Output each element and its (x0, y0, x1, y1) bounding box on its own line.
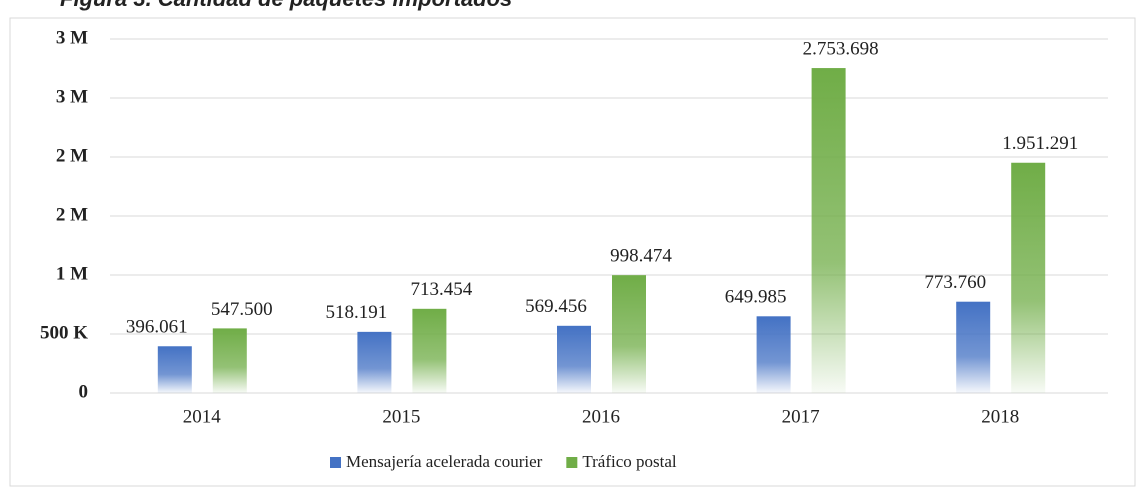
y-tick-label: 500 K (40, 322, 88, 343)
bar (557, 325, 591, 393)
legend-swatch (330, 457, 341, 468)
value-label: 773.760 (924, 272, 986, 293)
value-label: 396.061 (126, 317, 188, 338)
bar (612, 275, 646, 393)
value-label: 649.985 (725, 287, 787, 308)
y-tick-label: 1 M (56, 263, 88, 284)
value-label: 2.753.698 (803, 38, 879, 59)
x-tick-label: 2016 (582, 406, 620, 427)
value-label: 1.951.291 (1002, 133, 1078, 154)
bar (157, 346, 192, 393)
legend-text: Tráfico postal (582, 452, 677, 471)
chart-title: Figura 3. Cantidad de paquetes importado… (60, 0, 512, 11)
bar (956, 301, 991, 393)
bar (212, 328, 247, 393)
x-tick-label: 2015 (382, 406, 420, 427)
value-label: 998.474 (610, 246, 672, 267)
bar (412, 308, 447, 393)
y-tick-label: 3 M (56, 86, 88, 107)
bar (1011, 162, 1046, 393)
y-tick-label: 2 M (56, 204, 88, 225)
value-label: 713.454 (411, 279, 473, 300)
y-tick-label: 2 M (56, 145, 88, 166)
bar (756, 316, 791, 393)
legend-swatch (566, 457, 578, 468)
bar (811, 68, 846, 394)
x-tick-label: 2014 (183, 406, 222, 427)
legend-text: Mensajería acelerada courier (346, 452, 543, 471)
bar (357, 331, 392, 393)
x-tick-label: 2017 (782, 406, 820, 427)
y-tick-label: 0 (79, 381, 89, 402)
chart-frame (9, 17, 1136, 487)
y-tick-label: 3 M (56, 27, 88, 48)
value-label: 518.191 (326, 302, 388, 323)
value-label: 547.500 (211, 299, 273, 320)
x-tick-label: 2018 (981, 406, 1019, 427)
value-label: 569.456 (525, 296, 587, 317)
